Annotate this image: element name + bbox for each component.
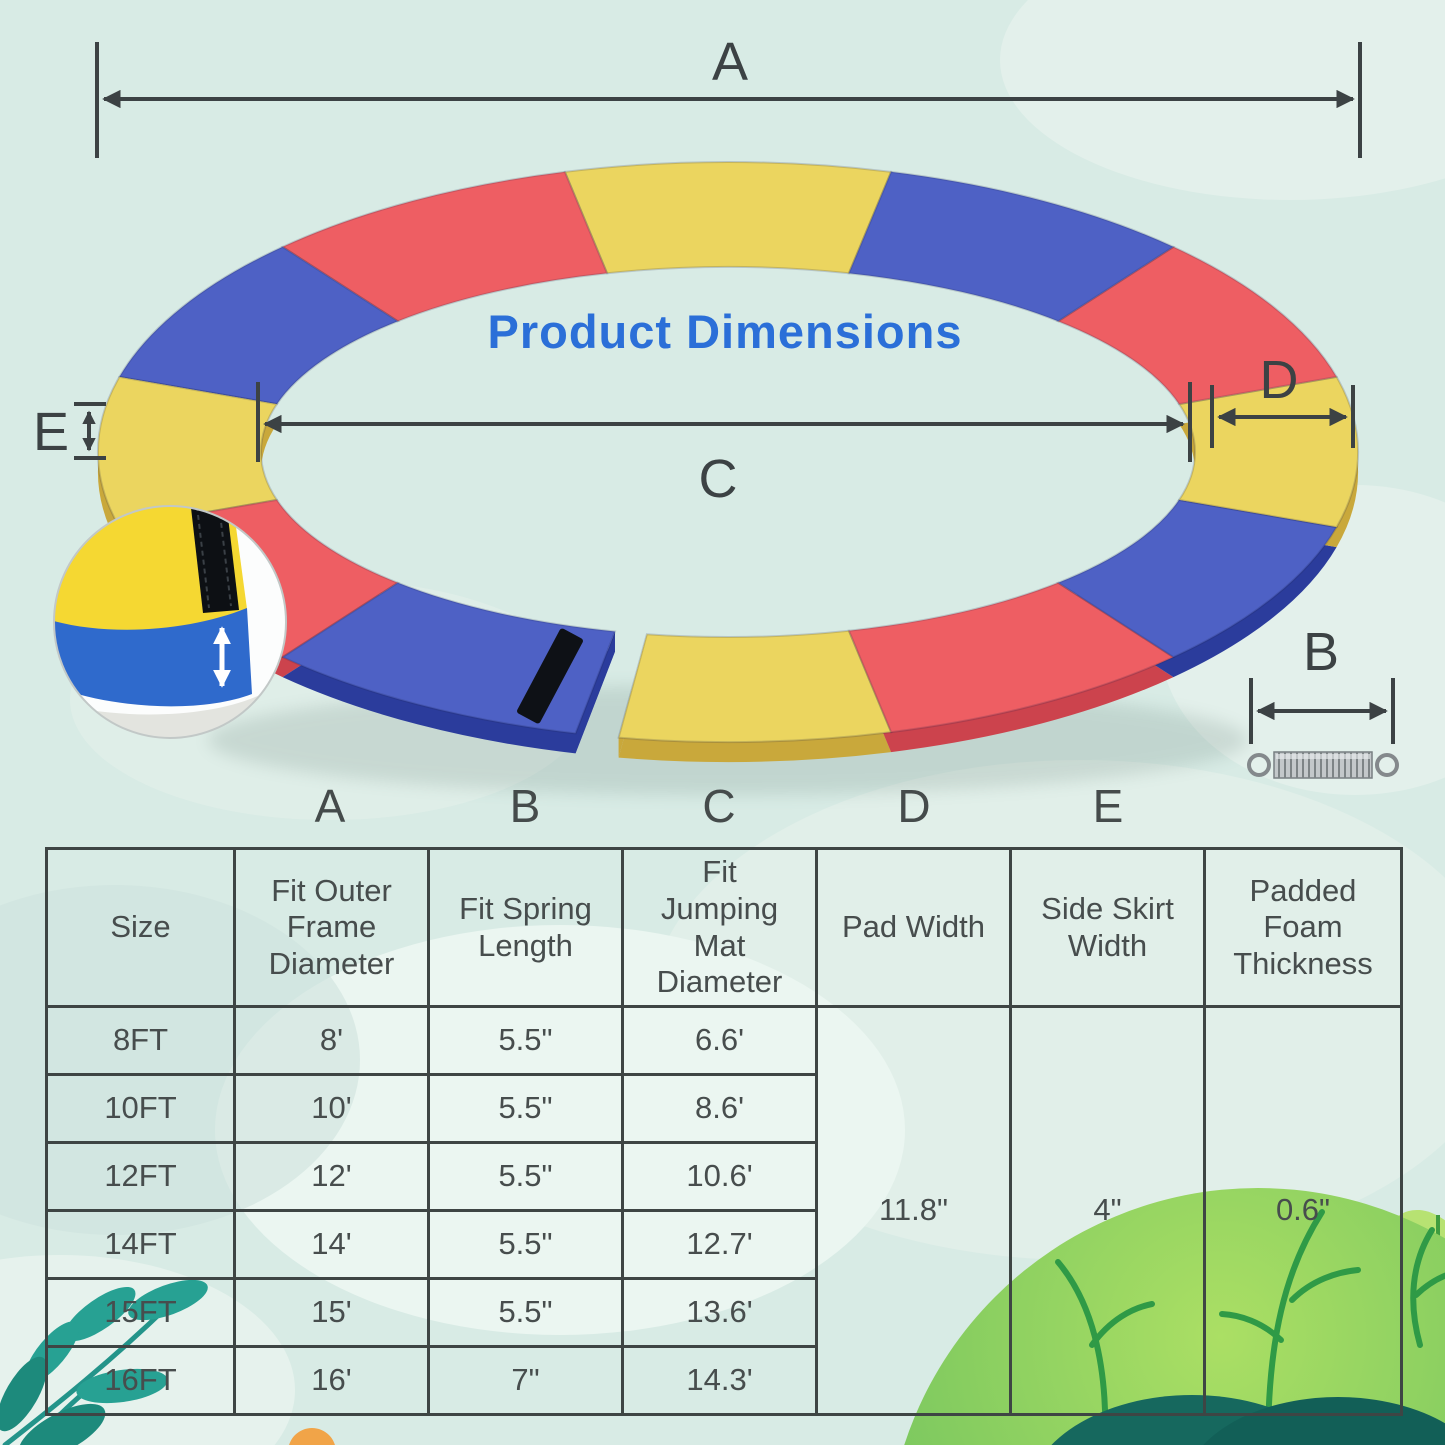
cell-mat: 14.3' [621,1345,818,1416]
col-letter-a: A [314,780,346,832]
cell-mat: 8.6' [621,1073,818,1144]
cell-frame: 15' [233,1277,430,1348]
spring-icon [1247,751,1399,779]
cell-frame: 16' [233,1345,430,1416]
ring-segment-yellow-bottom [617,629,893,743]
header-pad-width: Pad Width [815,847,1012,1008]
cell-frame: 12' [233,1141,430,1212]
header-frame-diameter: Fit Outer Frame Diameter [233,847,430,1008]
dimension-d [1210,385,1355,448]
cell-spring: 5.5" [427,1005,624,1076]
cell-spring: 5.5" [427,1277,624,1348]
table-row: 12FT 12' 5.5" 10.6' [45,1141,1402,1212]
cell-pad-width-merged: 11.8" [815,1005,1012,1416]
velcro-strip [517,628,583,724]
cell-spring: 7" [427,1345,624,1416]
col-letter-b: B [509,780,541,832]
page-title: Product Dimensions [487,305,963,358]
cell-size: 16FT [45,1345,236,1416]
size-spec-table: Size Fit Outer Frame Diameter Fit Spring… [45,847,1403,1416]
header-spring-length: Fit Spring Length [427,847,624,1008]
cell-frame: 8' [233,1005,430,1076]
header-side-skirt: Side Skirt Width [1009,847,1206,1008]
cell-spring: 5.5" [427,1073,624,1144]
dimension-lines [74,42,1395,744]
cell-side-skirt-merged: 4" [1009,1005,1206,1416]
dimension-b [1249,678,1395,744]
table-row: 10FT 10' 5.5" 8.6' [45,1073,1402,1144]
cell-foam-thickness-merged: 0.6" [1203,1005,1403,1416]
dimension-e [74,402,106,460]
cell-size: 14FT [45,1209,236,1280]
cell-mat: 6.6' [621,1005,818,1076]
header-size: Size [45,847,236,1008]
cell-spring: 5.5" [427,1209,624,1280]
cell-frame: 14' [233,1209,430,1280]
table-row: 16FT 16' 7" 14.3' [45,1345,1402,1416]
header-foam-thickness: Padded Foam Thickness [1203,847,1403,1008]
cell-size: 8FT [45,1005,236,1076]
cell-size: 10FT [45,1073,236,1144]
dim-label-a: A [712,32,748,92]
cell-mat: 13.6' [621,1277,818,1348]
cell-mat: 10.6' [621,1141,818,1212]
ring-segment-blue [847,170,1176,323]
dimension-a [95,42,1362,158]
dim-label-b: B [1303,622,1339,682]
table-row: 15FT 15' 5.5" 13.6' [45,1277,1402,1348]
cell-spring: 5.5" [427,1141,624,1212]
col-letter-c: C [702,780,736,832]
cell-frame: 10' [233,1073,430,1144]
cell-size: 15FT [45,1277,236,1348]
table-row: 8FT 8' 5.5" 6.6' 11.8" 4" 0.6" [45,1005,1403,1416]
dimension-c [256,382,1192,462]
dim-label-e: E [33,402,69,462]
table-row: 14FT 14' 5.5" 12.7' [45,1209,1402,1280]
inset-velcro-strip [190,506,239,613]
cell-mat: 12.7' [621,1209,818,1280]
col-letter-e: E [1092,780,1124,832]
cell-size: 12FT [45,1141,236,1212]
header-mat-diameter: Fit Jumping Mat Diameter [621,847,818,1008]
inset-blue-skirt [54,608,252,707]
orange-blob [289,1428,335,1445]
dim-label-c: C [699,449,738,509]
ring-segment-yellow-top [563,161,893,275]
pad-cut-end-blue [575,631,615,754]
inset-closeup [53,505,287,739]
dim-label-d: D [1260,350,1299,410]
table-header-row: Size Fit Outer Frame Diameter Fit Spring… [45,847,1403,1008]
col-letter-d: D [897,780,931,832]
